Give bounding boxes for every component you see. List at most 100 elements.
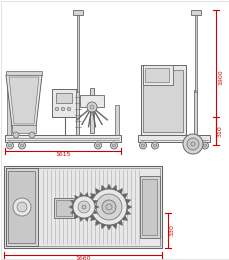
Bar [12,125,36,133]
Polygon shape [121,215,127,220]
Circle shape [78,201,90,213]
Bar [140,65,185,135]
Circle shape [112,144,115,147]
Polygon shape [74,195,79,200]
Circle shape [91,189,126,225]
Bar [194,12,196,92]
Bar [8,171,35,243]
Polygon shape [70,200,75,204]
Circle shape [201,142,208,149]
Text: 1615: 1615 [55,152,71,157]
Circle shape [151,142,158,149]
Circle shape [73,196,95,218]
Bar [190,10,200,15]
Polygon shape [86,204,91,210]
Bar [77,12,79,92]
Circle shape [82,205,86,209]
Polygon shape [74,214,79,219]
Bar [52,89,78,117]
Bar [142,65,172,85]
Circle shape [17,202,27,212]
Circle shape [141,144,144,147]
Polygon shape [79,217,83,222]
Bar [6,71,42,75]
Bar [5,135,120,142]
Polygon shape [94,205,98,209]
Polygon shape [69,205,73,209]
Polygon shape [101,185,106,191]
Bar [80,95,104,107]
Polygon shape [117,188,122,194]
Circle shape [94,142,101,149]
Text: 330: 330 [169,224,174,236]
Circle shape [190,142,194,146]
Text: 1660: 1660 [75,256,90,260]
Circle shape [20,144,23,147]
Circle shape [13,198,31,216]
Bar [6,168,38,246]
Polygon shape [79,192,83,197]
Polygon shape [101,223,106,229]
Polygon shape [84,192,88,197]
Bar [56,200,72,216]
Bar [7,80,11,135]
Polygon shape [92,210,97,214]
Circle shape [95,194,121,220]
Bar [137,135,209,142]
Circle shape [8,144,11,147]
Bar [141,179,156,235]
Circle shape [106,204,112,210]
Polygon shape [90,215,96,220]
Circle shape [55,107,59,111]
Bar [114,105,118,135]
Circle shape [6,142,14,149]
Polygon shape [95,220,100,226]
Bar [4,166,161,248]
Polygon shape [106,225,111,230]
Polygon shape [87,199,93,204]
Polygon shape [89,214,93,219]
Polygon shape [89,195,93,200]
Polygon shape [125,199,130,204]
Polygon shape [112,185,117,191]
Circle shape [29,132,35,138]
Circle shape [61,107,65,111]
Polygon shape [106,184,111,189]
Bar [76,90,79,135]
Circle shape [87,102,97,112]
Bar [90,88,94,133]
Circle shape [67,107,71,111]
Circle shape [18,142,25,149]
Circle shape [189,142,196,149]
Circle shape [96,144,99,147]
Circle shape [182,134,202,154]
Polygon shape [121,193,127,199]
Polygon shape [6,75,42,127]
Circle shape [186,138,198,150]
Polygon shape [125,210,130,215]
Bar [56,93,72,103]
Text: 310: 310 [217,125,222,137]
Bar [54,198,74,218]
Bar [194,90,197,135]
Circle shape [101,200,115,214]
Bar [144,68,168,82]
Bar [6,168,159,246]
Bar [139,176,159,238]
Circle shape [13,132,19,138]
Polygon shape [87,210,93,215]
Polygon shape [90,193,96,199]
Polygon shape [92,200,97,204]
Text: 1900: 1900 [217,70,222,85]
Polygon shape [117,220,122,226]
Polygon shape [126,204,131,210]
Polygon shape [9,77,39,124]
Circle shape [110,142,117,149]
Polygon shape [112,223,117,229]
Polygon shape [70,210,75,214]
Circle shape [153,144,156,147]
Bar [142,70,182,132]
Polygon shape [95,188,100,194]
Circle shape [191,144,194,147]
Polygon shape [84,217,88,222]
